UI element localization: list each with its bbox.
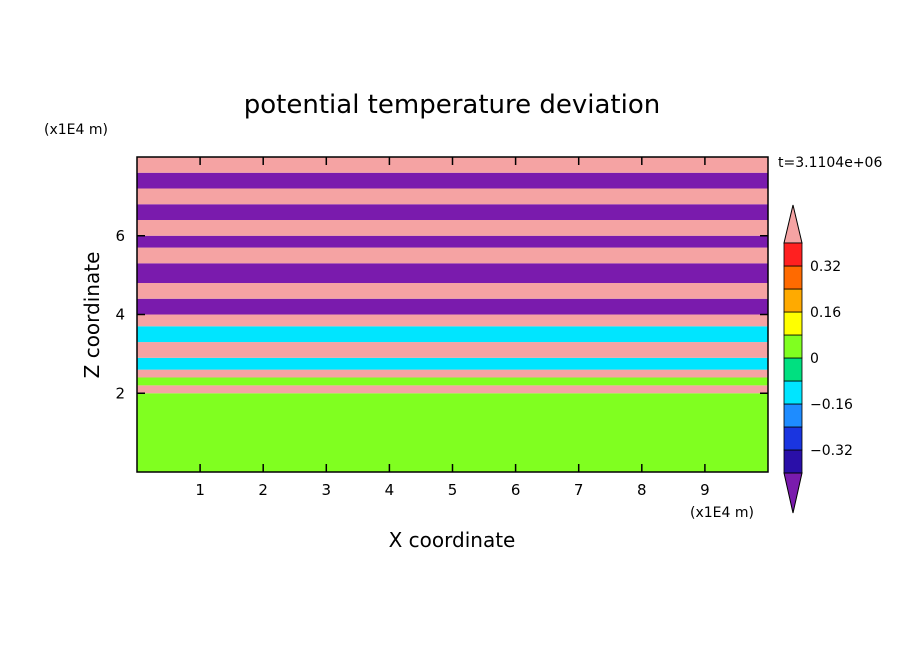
x-tick-label: 8	[637, 481, 647, 499]
colorbar-segment	[783, 380, 803, 405]
heatmap-band	[137, 283, 768, 299]
heatmap-band	[137, 172, 768, 189]
heatmap-band	[137, 393, 768, 472]
y-tick-label: 6	[115, 227, 125, 245]
x-tick-label: 7	[574, 481, 584, 499]
x-tick-label: 4	[385, 481, 395, 499]
colorbar-segment	[783, 357, 803, 382]
colorbar-segment	[783, 288, 803, 313]
y-axis: 2 4 6	[115, 227, 768, 402]
heatmap-band	[137, 220, 768, 236]
colorbar-tick-label: −0.16	[810, 397, 853, 413]
colorbar-segment	[783, 426, 803, 451]
colorbar: 0.32 0.16 0 −0.16 −0.32	[783, 204, 853, 514]
x-tick-label: 6	[511, 481, 521, 499]
y-tick-label: 4	[115, 306, 125, 324]
x-axis: 1 2 3 4 5 6 7 8 9	[195, 157, 710, 499]
heatmap-band	[137, 204, 768, 220]
colorbar-tick-label: 0	[810, 351, 819, 367]
x-tick-label: 1	[195, 481, 205, 499]
colorbar-segment	[783, 403, 803, 428]
colorbar-tick-label: 0.16	[810, 305, 841, 321]
heatmap-band	[137, 357, 768, 370]
x-tick-label: 2	[258, 481, 268, 499]
heatmap-band	[137, 314, 768, 327]
colorbar-segment	[783, 334, 803, 359]
colorbar-segment	[783, 242, 803, 267]
heatmap-band	[137, 188, 768, 205]
x-axis-label: X coordinate	[389, 528, 516, 552]
heatmap-band	[137, 247, 768, 264]
colorbar-max-arrow	[783, 204, 803, 244]
heatmap-band	[137, 342, 768, 358]
heatmap-area	[136, 156, 769, 473]
heatmap-band	[137, 385, 768, 394]
colorbar-tick-label: 0.32	[810, 259, 841, 275]
x-unit-label: (x1E4 m)	[690, 505, 754, 521]
heatmap-band	[137, 326, 768, 343]
heatmap-band	[137, 298, 768, 315]
colorbar-tick-label: −0.32	[810, 443, 853, 459]
chart-title: potential temperature deviation	[244, 90, 660, 120]
x-tick-label: 3	[322, 481, 332, 499]
heatmap-band	[137, 377, 768, 386]
heatmap-band	[137, 369, 768, 378]
y-axis-label: Z coordinate	[80, 252, 104, 379]
y-unit-label: (x1E4 m)	[44, 122, 108, 138]
colorbar-segment	[783, 449, 803, 474]
time-label: t=3.1104e+06	[778, 155, 882, 171]
y-tick-label: 2	[115, 384, 125, 402]
heatmap-band	[137, 263, 768, 283]
x-tick-label: 9	[700, 481, 710, 499]
colorbar-min-arrow	[783, 472, 803, 514]
heatmap-band	[137, 235, 768, 248]
x-tick-label: 5	[448, 481, 458, 499]
colorbar-segment	[783, 265, 803, 290]
colorbar-segment	[783, 311, 803, 336]
